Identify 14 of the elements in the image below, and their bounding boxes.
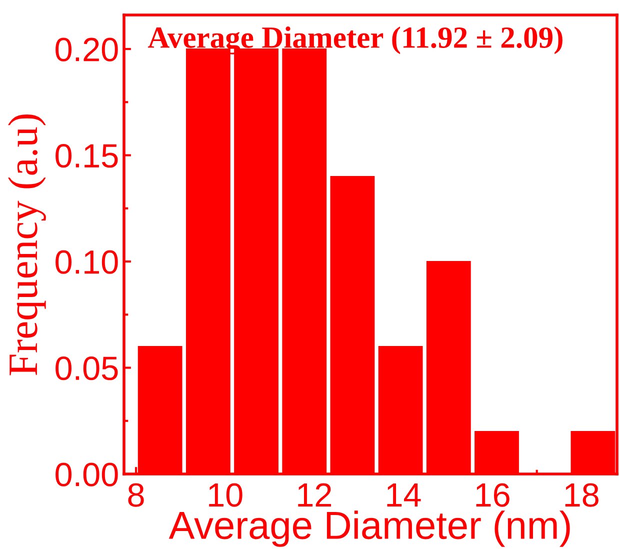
y-tick-label: 0.10: [56, 250, 118, 274]
y-tick-label: 0.15: [56, 144, 118, 168]
x-tick-label: 18: [565, 483, 598, 507]
x-tick-label: 16: [476, 483, 510, 507]
y-tick-label: 0.00: [56, 462, 118, 486]
x-tick-label: 12: [298, 483, 332, 506]
x-axis-title: Average Diameter (nm): [168, 510, 570, 547]
x-tick-label: 8: [128, 483, 144, 507]
y-tick-label: 0.05: [56, 356, 118, 380]
y-axis-title: Frequency (a.u): [8, 114, 46, 376]
chart-title: Average Diameter (11.92 ± 2.09): [148, 26, 562, 54]
y-tick-label: 0.20: [56, 38, 118, 62]
x-tick-label: 14: [387, 484, 421, 506]
x-tick-label: 10: [209, 483, 242, 507]
